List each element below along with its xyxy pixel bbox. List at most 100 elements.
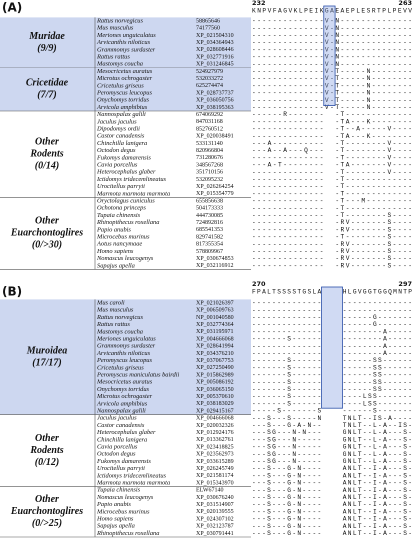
- species: Aotus nancymaae: [96, 241, 142, 248]
- accession: 674069292: [196, 112, 223, 118]
- sequence: -------------- --------------: [252, 300, 412, 307]
- sequence: -------------- -TA---K--------: [252, 118, 412, 125]
- group-label: (17/17): [32, 357, 61, 368]
- accession: 829741582: [196, 234, 223, 240]
- accession: 685541353: [196, 227, 223, 233]
- accession: XP_032116912: [196, 263, 233, 269]
- sequence: --------------V-N--------------: [252, 18, 412, 25]
- panel-label: (A): [2, 1, 22, 15]
- species: Peromyscus leucopus: [96, 89, 152, 96]
- accession: XP_031195971: [196, 329, 233, 335]
- accession: XP_031514907: [196, 502, 234, 508]
- sequence: --------------V-N--------------: [252, 61, 412, 68]
- highlight-box: [323, 5, 336, 106]
- sequence: ---A---------- -T--------V----: [252, 140, 412, 147]
- species: Microcebus murinus: [96, 508, 150, 515]
- accession: XP_038183029: [196, 401, 234, 407]
- species: Nannospalax galili: [96, 407, 146, 414]
- accession: XP_033615289: [196, 459, 234, 465]
- species: Microcebus murinus: [96, 233, 150, 240]
- sequence: -------------- -RV-------S----: [252, 241, 412, 248]
- sequence: ---SG---N----- GNLT--L-A---S-: [252, 444, 412, 451]
- accession: XP_023418825: [196, 444, 234, 450]
- position-start: 270: [252, 280, 266, 288]
- accession: 625274474: [196, 83, 223, 89]
- accession: XP_020038491: [196, 134, 234, 140]
- species: Sapajus apella: [97, 523, 135, 530]
- accession: XP_015862989: [196, 372, 234, 378]
- species: Mus caroli: [96, 299, 125, 306]
- sequence: ---S---G-N---- ANLT--I-A---S-: [252, 516, 412, 523]
- accession: 532033272: [196, 76, 223, 82]
- species: Ochotona princeps: [97, 205, 146, 212]
- species: Rattus rattus: [96, 53, 130, 60]
- accession: XP_032771916: [196, 54, 234, 60]
- species: Octodon degus: [97, 451, 136, 458]
- species: Arvicola amphibius: [96, 400, 148, 407]
- accession: 817355354: [196, 242, 223, 248]
- sequence: -------------- --------A-----: [252, 343, 412, 350]
- sequence: --------------V-N--------------: [252, 46, 412, 53]
- group-label: Rodents: [29, 445, 63, 456]
- accession: 351710156: [196, 170, 223, 176]
- sequence: -------S------ ------SS------: [252, 357, 412, 364]
- sequence: -----S-------S ------S-------: [252, 408, 412, 415]
- species: Onychomys torridus: [97, 386, 150, 393]
- accession: XP_038195363: [196, 105, 234, 111]
- accession: 820966804: [196, 148, 223, 154]
- species: Papio anubis: [96, 226, 131, 233]
- species: Microtus ochrogaster: [96, 75, 153, 82]
- accession: 532095232: [196, 177, 223, 183]
- sequence: ---S---G-N---- ANLT--I-A---S-: [252, 465, 412, 472]
- accession: XP_006509763: [196, 308, 234, 314]
- sequence: -------------- -RV-------S----: [252, 226, 412, 233]
- accession: 852760512: [196, 126, 223, 132]
- accession: 58865646: [196, 18, 220, 24]
- accession: XP_005370610: [196, 394, 234, 400]
- sequence: --------------V-N--------------: [252, 39, 412, 46]
- sequence: ---SG---N----- GNLT--L-A---S-: [252, 436, 412, 443]
- species: Grammomys surdaster: [97, 46, 156, 53]
- species: Nomascus leucogenys: [96, 494, 154, 501]
- group-label: Other: [35, 433, 59, 444]
- accession: XP_020139555: [196, 509, 234, 515]
- accession: XP_031246845: [196, 62, 234, 68]
- accession: XP_015354779: [196, 191, 234, 197]
- species: Sapajus apella: [97, 262, 135, 269]
- accession: NP_001040580: [196, 315, 234, 321]
- sequence: -------------- -T--------S----: [252, 234, 412, 241]
- species: Heterocephalus glaber: [96, 169, 156, 176]
- sequence: -------------- -T-------------: [252, 205, 412, 212]
- species: Peromyscus maniculatus bairdii: [96, 371, 179, 378]
- species: Chinchilla lanigera: [97, 436, 147, 443]
- species: Urocitellus parryii: [97, 465, 145, 472]
- accession: XP_015343970: [196, 480, 234, 486]
- species: Tupaia chinensis: [97, 487, 141, 494]
- sequence: -------------- -RV-------S----: [252, 219, 412, 226]
- sequence: --------------V-T-----N--------: [252, 90, 412, 97]
- sequence: --------------V-T-----N--------: [252, 75, 412, 82]
- accession: XP_020032326: [196, 423, 234, 429]
- species: Jaculus jaculus: [97, 415, 137, 422]
- sequence: --------------V-T-----N--------: [252, 82, 412, 89]
- accession: XP_004666068: [196, 416, 234, 422]
- group-label: Other: [35, 216, 59, 227]
- group-label: (0/12): [35, 457, 59, 468]
- accession: XP_021026397: [196, 300, 234, 306]
- accession: 578809967: [196, 249, 223, 255]
- accession: 444730085: [196, 213, 223, 219]
- species: Mesocricetus auratus: [96, 68, 153, 75]
- species: Nomascus leucogenys: [96, 255, 154, 262]
- group-highlight: [0, 299, 251, 415]
- sequence: --------------V-N--------------: [252, 32, 412, 39]
- species: Grammomys surdaster: [97, 343, 156, 350]
- species: Nannospalax galili: [96, 111, 146, 118]
- sequence: -------S------ ------SS------: [252, 386, 412, 393]
- sequence: -------S------ ------SS------: [252, 364, 412, 371]
- consensus: FPALTSSSSTGSLA HLGVGGTGGQMNTP: [252, 289, 412, 296]
- sequence: ---A--A---Q--- -T--------V----: [252, 147, 412, 154]
- group-highlight: [0, 17, 251, 68]
- species: Mus musculus: [96, 25, 134, 32]
- species: Dipodomys ordii: [96, 125, 140, 132]
